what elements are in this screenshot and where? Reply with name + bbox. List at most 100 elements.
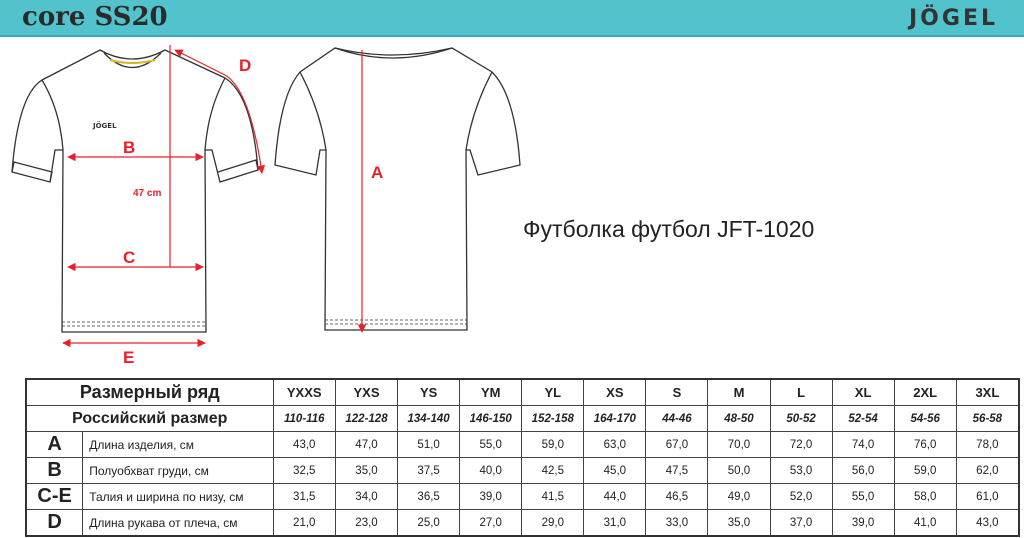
measurement-row: D Длина рукава от плеча, см 21,0 23,0 25,0 27… bbox=[25, 509, 1020, 537]
collection-title: core SS20 bbox=[22, 2, 168, 32]
measurement-value: 47,0 bbox=[334, 431, 399, 458]
measurement-value: 27,0 bbox=[459, 509, 523, 537]
measurement-value: 21,0 bbox=[272, 509, 336, 537]
measurement-value: 37,5 bbox=[397, 457, 461, 484]
size-cell: L bbox=[769, 378, 833, 406]
measurement-value: 78,0 bbox=[955, 431, 1020, 458]
size-cell: YL bbox=[521, 378, 585, 406]
ru-size-cell: 52-54 bbox=[831, 405, 895, 432]
measurement-value: 41,5 bbox=[521, 483, 585, 510]
measurement-value: 50,0 bbox=[707, 457, 771, 484]
measurement-value: 31,5 bbox=[272, 483, 336, 510]
measurement-value: 51,0 bbox=[397, 431, 461, 458]
size-cell: YM bbox=[459, 378, 523, 406]
measurement-value: 47,5 bbox=[645, 457, 709, 484]
size-cell: S bbox=[645, 378, 709, 406]
measurement-value: 35,0 bbox=[334, 457, 399, 484]
measurement-code: B bbox=[25, 457, 84, 484]
ru-size-row: Российский размер 110-116 122-128 134-14… bbox=[25, 405, 1020, 432]
measurement-value: 76,0 bbox=[893, 431, 957, 458]
measurement-value: 41,0 bbox=[893, 509, 957, 537]
measurement-value: 59,0 bbox=[521, 431, 585, 458]
measurement-label: Длина рукава от плеча, см bbox=[82, 509, 274, 537]
measurement-value: 40,0 bbox=[459, 457, 523, 484]
size-table: Размерный ряд YXXS YXS YS YM YL XS S M L… bbox=[25, 378, 1020, 537]
measurement-value: 45,0 bbox=[583, 457, 647, 484]
product-title: Футболка футбол JFT-1020 bbox=[523, 216, 815, 242]
measurement-value: 62,0 bbox=[955, 457, 1020, 484]
measurement-value: 44,0 bbox=[583, 483, 647, 510]
ru-size-cell: 152-158 bbox=[521, 405, 585, 432]
measurement-value: 72,0 bbox=[769, 431, 833, 458]
measurement-value: 63,0 bbox=[583, 431, 647, 458]
measurement-value: 49,0 bbox=[707, 483, 771, 510]
brand-logo: JÖGEL bbox=[909, 6, 998, 31]
ru-size-cell: 164-170 bbox=[583, 405, 647, 432]
measurement-value: 39,0 bbox=[459, 483, 523, 510]
label-a: A bbox=[371, 163, 383, 182]
measurement-value: 46,5 bbox=[645, 483, 709, 510]
size-range-label: Размерный ряд bbox=[25, 378, 274, 406]
measurement-row: A Длина изделия, см 43,0 47,0 51,0 55,0 59,0 63… bbox=[25, 431, 1020, 458]
size-cell: M bbox=[707, 378, 771, 406]
label-e: E bbox=[123, 348, 134, 367]
size-cell: YXS bbox=[334, 378, 399, 406]
ru-size-cell: 54-56 bbox=[893, 405, 957, 432]
measurement-value: 33,0 bbox=[645, 509, 709, 537]
measurement-label: Полуобхват груди, см bbox=[82, 457, 274, 484]
chest-logo: JÖGEL bbox=[92, 121, 117, 130]
size-cell: 3XL bbox=[955, 378, 1020, 406]
measurement-value: 37,0 bbox=[769, 509, 833, 537]
back-shirt bbox=[274, 47, 521, 331]
measurement-value: 53,0 bbox=[769, 457, 833, 484]
measurement-value: 43,0 bbox=[955, 509, 1020, 537]
size-header-row: Размерный ряд YXXS YXS YS YM YL XS S M L… bbox=[25, 378, 1020, 406]
measurement-value: 34,0 bbox=[334, 483, 399, 510]
measurement-value: 55,0 bbox=[459, 431, 523, 458]
label-d: D bbox=[239, 56, 251, 75]
measurement-value: 29,0 bbox=[521, 509, 585, 537]
ru-size-cell: 134-140 bbox=[397, 405, 461, 432]
size-cell: XS bbox=[583, 378, 647, 406]
measurement-value: 36,5 bbox=[397, 483, 461, 510]
measurement-code: A bbox=[25, 431, 84, 458]
ru-size-cell: 122-128 bbox=[334, 405, 399, 432]
header-banner: core SS20 JÖGEL bbox=[0, 0, 1024, 37]
measurement-label: Талия и ширина по низу, см bbox=[82, 483, 274, 510]
front-length-note: 47 cm bbox=[133, 188, 161, 199]
measurement-value: 42,5 bbox=[521, 457, 585, 484]
measurement-code: D bbox=[25, 509, 84, 537]
ru-size-cell: 56-58 bbox=[955, 405, 1020, 432]
measurement-value: 59,0 bbox=[893, 457, 957, 484]
measurement-code: C-E bbox=[25, 483, 84, 510]
size-cell: XL bbox=[831, 378, 895, 406]
measurement-value: 61,0 bbox=[955, 483, 1020, 510]
ru-size-cell: 44-46 bbox=[645, 405, 709, 432]
measurement-value: 70,0 bbox=[707, 431, 771, 458]
ru-size-cell: 146-150 bbox=[459, 405, 523, 432]
measurement-value: 43,0 bbox=[272, 431, 336, 458]
measurement-value: 25,0 bbox=[397, 509, 461, 537]
measurement-value: 67,0 bbox=[645, 431, 709, 458]
ru-size-label: Российский размер bbox=[25, 405, 274, 432]
measurement-value: 35,0 bbox=[707, 509, 771, 537]
measurement-annotations bbox=[62, 45, 367, 348]
measurement-value: 55,0 bbox=[831, 483, 895, 510]
label-c: C bbox=[123, 248, 135, 267]
size-cell: YXXS bbox=[272, 378, 336, 406]
measurement-value: 52,0 bbox=[769, 483, 833, 510]
measurement-value: 39,0 bbox=[831, 509, 895, 537]
measurement-value: 74,0 bbox=[831, 431, 895, 458]
measurement-row: B Полуобхват груди, см 32,5 35,0 37,5 40,0 42,… bbox=[25, 457, 1020, 484]
ru-size-cell: 50-52 bbox=[769, 405, 833, 432]
label-b: B bbox=[123, 138, 135, 157]
measurement-row: C-E Талия и ширина по низу, см 31,5 34,0 36,… bbox=[25, 483, 1020, 510]
measurement-value: 31,0 bbox=[583, 509, 647, 537]
measurement-value: 56,0 bbox=[831, 457, 895, 484]
size-cell: 2XL bbox=[893, 378, 957, 406]
measurement-value: 58,0 bbox=[893, 483, 957, 510]
measurement-label: Длина изделия, см bbox=[82, 431, 274, 458]
size-cell: YS bbox=[397, 378, 461, 406]
shirt-diagrams: JÖGEL A B C D E 47 cm bbox=[11, 45, 521, 367]
ru-size-cell: 110-116 bbox=[272, 405, 336, 432]
